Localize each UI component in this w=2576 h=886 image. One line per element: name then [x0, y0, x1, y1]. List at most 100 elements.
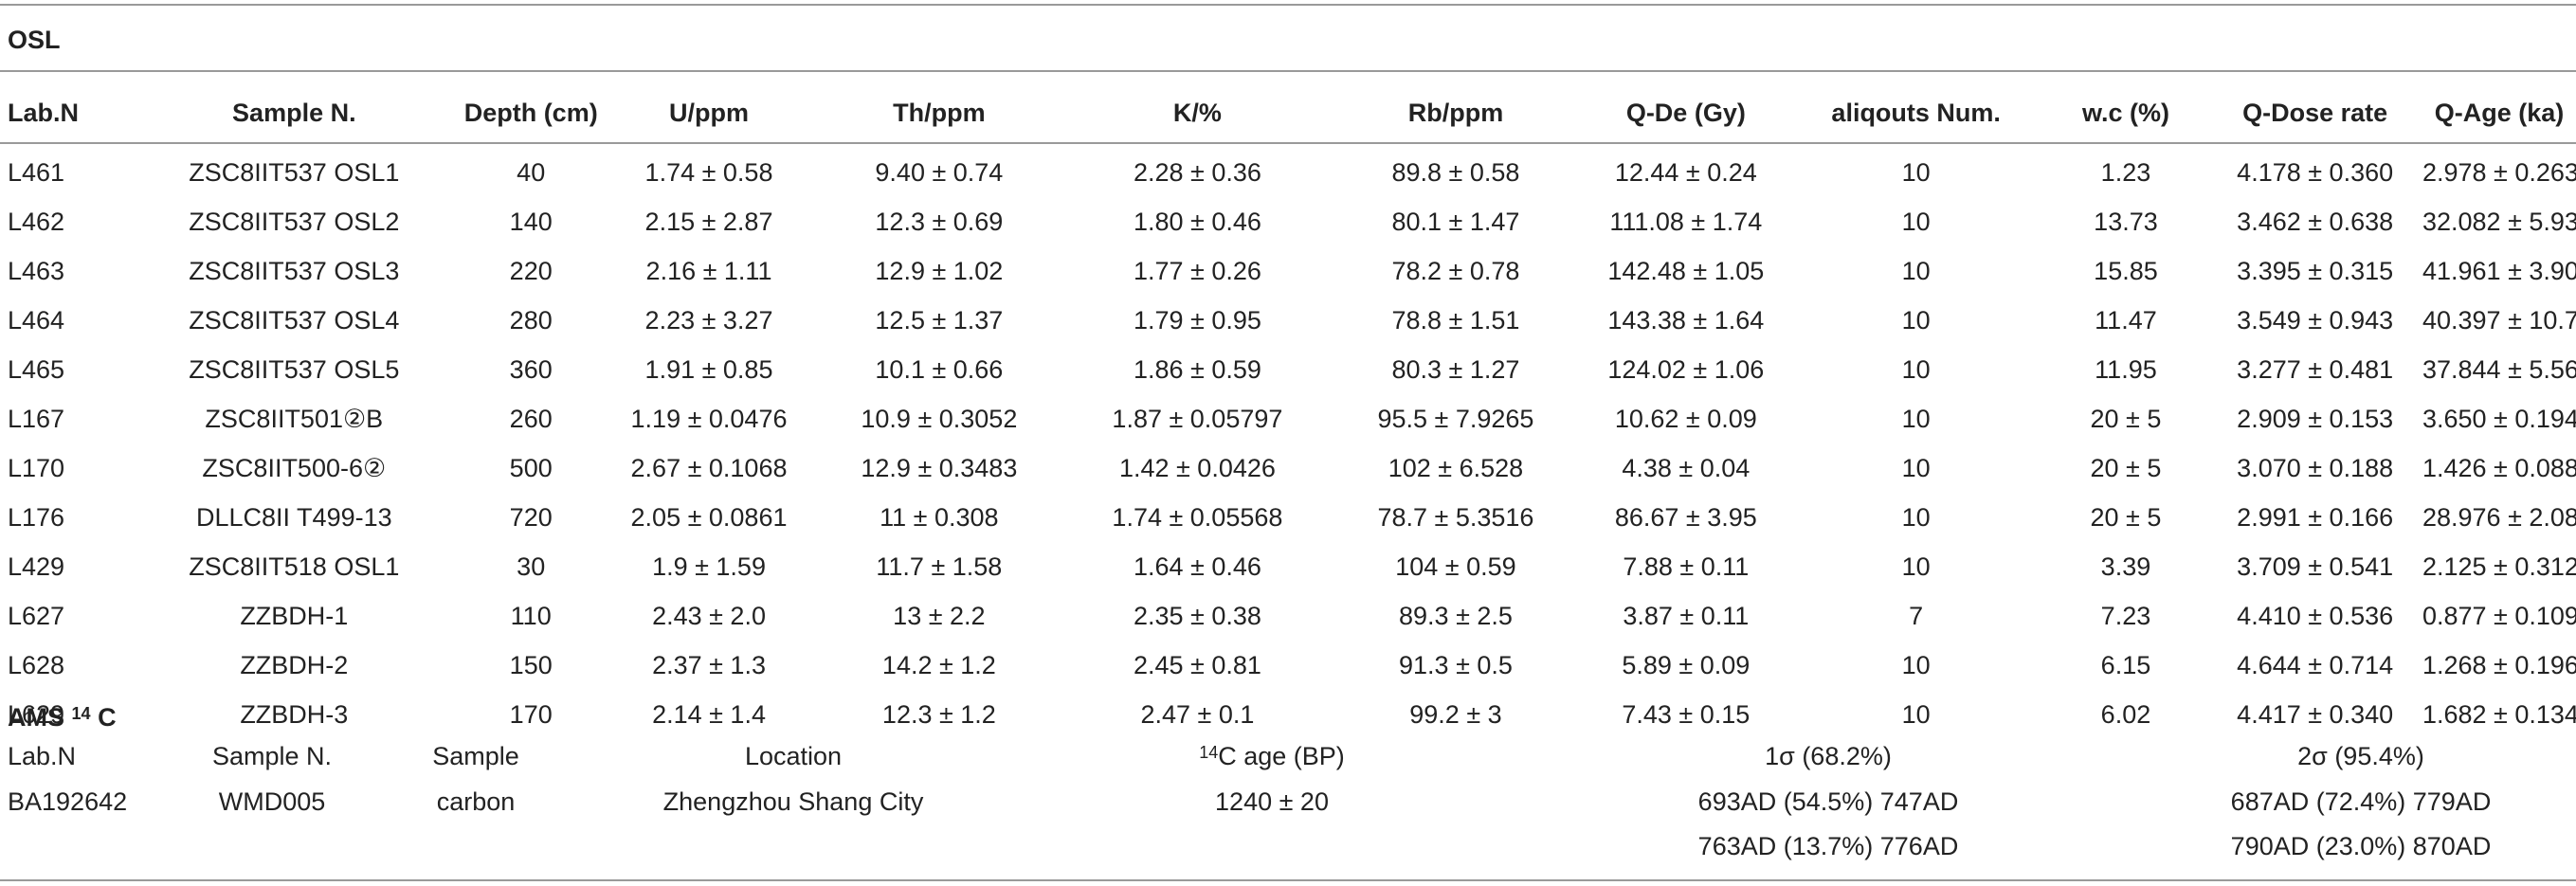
cell-lab: L429 — [8, 551, 65, 581]
ams-cell-sample-n: WMD005 — [218, 787, 326, 816]
cell-aliquots: 10 — [1901, 650, 1931, 679]
table-row: L628 ZZBDH-2 150 2.37 ± 1.3 14.2 ± 1.2 2.45 ±… — [0, 641, 2576, 690]
cell-wc: 6.15 — [2100, 650, 2151, 679]
cell-u: 2.15 ± 2.87 — [644, 207, 773, 236]
cell-th: 12.3 ± 0.69 — [875, 207, 1004, 236]
cell-k: 1.79 ± 0.95 — [1133, 305, 1261, 335]
cell-dose-rate: 3.070 ± 0.188 — [2237, 453, 2394, 482]
cell-depth: 220 — [509, 256, 553, 285]
cell-wc: 6.02 — [2100, 699, 2151, 729]
cell-rb: 78.7 ± 5.3516 — [1377, 502, 1534, 532]
osl-table: Lab.N Sample N. Depth (cm) U/ppm Th/ppm … — [0, 83, 2576, 739]
cell-u: 2.05 ± 0.0861 — [630, 502, 788, 532]
cell-aliquots: 10 — [1901, 551, 1931, 581]
cell-sample: ZSC8IIT537 OSL5 — [189, 354, 400, 384]
cell-th: 12.3 ± 1.2 — [881, 699, 996, 729]
cell-lab: L462 — [8, 207, 65, 236]
cell-sample: ZSC8IIT537 OSL4 — [189, 305, 400, 335]
col-header-qde: Q-De (Gy) — [1625, 98, 1746, 127]
cell-qde: 3.87 ± 0.11 — [1623, 601, 1750, 630]
cell-qde: 86.67 ± 3.95 — [1614, 502, 1757, 532]
table-row: L629 ZZBDH-3 170 2.14 ± 1.4 12.3 ± 1.2 2.47 ±… — [0, 690, 2576, 739]
cell-wc: 7.23 — [2100, 601, 2151, 630]
cell-u: 2.37 ± 1.3 — [652, 650, 766, 679]
cell-depth: 30 — [517, 551, 546, 581]
cell-age: 40.397 ± 10.740 — [2422, 305, 2576, 335]
cell-k: 1.80 ± 0.46 — [1133, 207, 1261, 236]
cell-th: 10.9 ± 0.3052 — [861, 404, 1018, 433]
cell-qde: 7.88 ± 0.11 — [1623, 551, 1750, 581]
cell-depth: 360 — [509, 354, 553, 384]
cell-age: 3.650 ± 0.194 — [2422, 404, 2576, 433]
cell-dose-rate: 3.462 ± 0.638 — [2237, 207, 2394, 236]
ams-cell-age: 1240 ± 20 — [1215, 787, 1329, 816]
cell-lab: L167 — [8, 404, 65, 433]
cell-wc: 15.85 — [2094, 256, 2158, 285]
cell-qde: 124.02 ± 1.06 — [1607, 354, 1765, 384]
col-header-lab: Lab.N — [8, 98, 80, 127]
ams-cell-sample: carbon — [436, 787, 516, 816]
ams-cell-sigma2-line1: 687AD (72.4%) 779AD — [2230, 787, 2492, 816]
ams-title-prefix: AMS — [8, 703, 64, 732]
cell-depth: 150 — [509, 650, 553, 679]
cell-depth: 40 — [517, 157, 546, 187]
table-row: L462 ZSC8IIT537 OSL2 140 2.15 ± 2.87 12.3 ± … — [0, 197, 2576, 246]
cell-age: 28.976 ± 2.081 — [2422, 502, 2576, 532]
cell-th: 11.7 ± 1.58 — [876, 551, 1003, 581]
ams-header-age-sup: 14 — [1199, 743, 1219, 762]
cell-qde: 12.44 ± 0.24 — [1614, 157, 1757, 187]
cell-k: 1.74 ± 0.05568 — [1112, 502, 1283, 532]
cell-aliquots: 10 — [1901, 354, 1931, 384]
cell-lab: L461 — [8, 157, 65, 187]
col-header-th: Th/ppm — [893, 98, 986, 127]
cell-dose-rate: 3.395 ± 0.315 — [2237, 256, 2394, 285]
cell-wc: 1.23 — [2100, 157, 2151, 187]
cell-sample: ZZBDH-3 — [240, 699, 349, 729]
cell-depth: 720 — [509, 502, 553, 532]
cell-lab: L464 — [8, 305, 65, 335]
ams-header-age: 14C age (BP) — [1199, 740, 1345, 772]
cell-k: 2.45 ± 0.81 — [1133, 650, 1261, 679]
cell-sample: ZSC8IIT500-6② — [202, 453, 387, 482]
cell-k: 1.77 ± 0.26 — [1133, 256, 1261, 285]
cell-rb: 104 ± 0.59 — [1395, 551, 1516, 581]
cell-wc: 11.47 — [2095, 305, 2157, 335]
cell-sample: ZSC8IIT537 OSL3 — [189, 256, 400, 285]
cell-aliquots: 10 — [1901, 502, 1931, 532]
cell-wc: 13.73 — [2094, 207, 2158, 236]
cell-lab: L176 — [8, 502, 65, 532]
cell-th: 10.1 ± 0.66 — [875, 354, 1004, 384]
cell-age: 1.426 ± 0.088 — [2422, 453, 2576, 482]
cell-u: 1.19 ± 0.0476 — [630, 404, 788, 433]
cell-k: 1.42 ± 0.0426 — [1118, 453, 1276, 482]
cell-age: 32.082 ± 5.930 — [2422, 207, 2576, 236]
table-row: L627 ZZBDH-1 110 2.43 ± 2.0 13 ± 2.2 2.35 ± 0… — [0, 591, 2576, 641]
table-row: L461 ZSC8IIT537 OSL1 40 1.74 ± 0.58 9.40 ± 0… — [0, 142, 2576, 197]
cell-depth: 280 — [509, 305, 553, 335]
col-header-dose-rate: Q-Dose rate — [2242, 98, 2388, 127]
table-row: L465 ZSC8IIT537 OSL5 360 1.91 ± 0.85 10.1 ± … — [0, 345, 2576, 394]
cell-age: 0.877 ± 0.109 — [2422, 601, 2576, 630]
cell-sample: ZSC8IIT501②B — [205, 404, 384, 433]
cell-k: 1.87 ± 0.05797 — [1112, 404, 1283, 433]
cell-th: 9.40 ± 0.74 — [875, 157, 1004, 187]
ams-cell-lab: BA192642 — [8, 787, 128, 816]
cell-sample: ZZBDH-1 — [240, 601, 349, 630]
ams-header-sigma2: 2σ (95.4%) — [2297, 742, 2424, 770]
col-header-age: Q-Age (ka) — [2434, 98, 2565, 127]
table-row: L464 ZSC8IIT537 OSL4 280 2.23 ± 3.27 12.5 ± … — [0, 296, 2576, 345]
table-row: L170 ZSC8IIT500-6② 500 2.67 ± 0.1068 12.9 ± … — [0, 443, 2576, 493]
col-header-aliquots: aliqouts Num. — [1831, 98, 2001, 127]
ams-header-location: Location — [744, 742, 843, 770]
cell-sample: ZSC8IIT537 OSL2 — [189, 207, 400, 236]
cell-aliquots: 7 — [1909, 601, 1924, 630]
cell-wc: 20 ± 5 — [2090, 502, 2162, 532]
ams-title-suffix: C — [98, 703, 117, 732]
cell-aliquots: 10 — [1901, 256, 1931, 285]
table-row: L463 ZSC8IIT537 OSL3 220 2.16 ± 1.11 12.9 ± … — [0, 246, 2576, 296]
cell-u: 1.74 ± 0.58 — [644, 157, 773, 187]
col-header-sample: Sample N. — [232, 98, 356, 127]
cell-aliquots: 10 — [1901, 305, 1931, 335]
ams-cell-sigma2-line2: 790AD (23.0%) 870AD — [2230, 832, 2492, 860]
ams-header-lab: Lab.N — [8, 742, 77, 770]
